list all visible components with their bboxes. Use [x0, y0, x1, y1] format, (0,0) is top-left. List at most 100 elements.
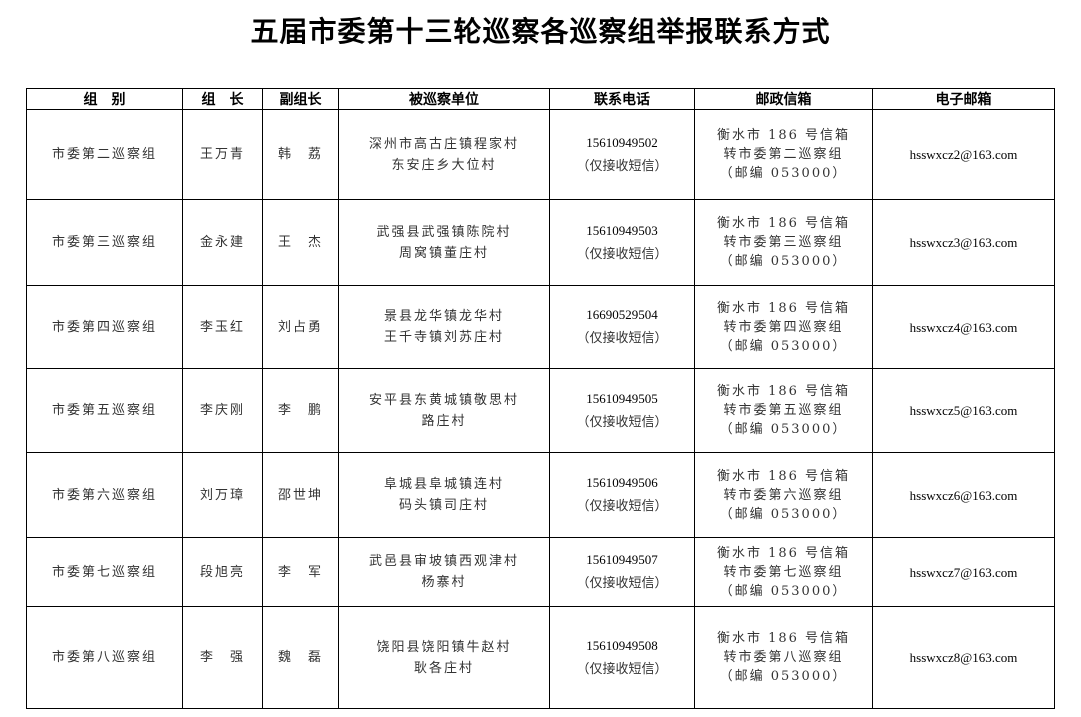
- leader-cell: 李 强: [182, 606, 263, 709]
- units-cell: 饶阳县饶阳镇牛赵村 耿各庄村: [338, 606, 550, 709]
- unit-line: 杨寨村: [421, 575, 467, 590]
- group-cell: 市委第七巡察组: [26, 537, 183, 607]
- header-mail: 邮政信箱: [694, 88, 873, 110]
- table-row: 市委第八巡察组 李 强 魏 磊 饶阳县饶阳镇牛赵村 耿各庄村 1561094950…: [26, 606, 1055, 709]
- phone-note: （仅接收短信）: [576, 246, 668, 262]
- table-row: 市委第四巡察组 李玉红 刘占勇 景县龙华镇龙华村 王千寺镇刘苏庄村 1669052…: [26, 285, 1055, 369]
- mail-line: （邮编 053000）: [719, 338, 848, 354]
- phone-note: （仅接收短信）: [576, 331, 668, 346]
- email-cell[interactable]: hsswxcz7@163.com: [872, 537, 1055, 607]
- mail-line: （邮编 053000）: [719, 254, 848, 269]
- unit-line: 武邑县审坡镇西观津村: [368, 554, 519, 569]
- mail-line: 转市委第五巡察组: [723, 403, 844, 418]
- unit-line: 安平县东黄城镇敬思村: [368, 392, 519, 408]
- deputy-cell: 魏 磊: [262, 606, 339, 709]
- page-title: 五届市委第十三轮巡察各巡察组举报联系方式: [250, 15, 831, 48]
- mail-line: 转市委第三巡察组: [723, 235, 844, 250]
- phone-cell: 15610949505 （仅接收短信）: [549, 368, 695, 453]
- mail-line: 衡水市 186 号信箱: [716, 300, 851, 316]
- mail-line: 衡水市 186 号信箱: [716, 128, 851, 143]
- header-row: 组 别 组 长 副组长 被巡察单位 联系电话 邮政信箱 电子邮箱: [26, 88, 1055, 110]
- group-cell: 市委第八巡察组: [26, 606, 183, 709]
- unit-line: 武强县武强镇陈院村: [376, 224, 512, 240]
- mail-line: 转市委第四巡察组: [723, 319, 844, 335]
- unit-line: 王千寺镇刘苏庄村: [383, 330, 504, 345]
- phone-cell: 15610949502 （仅接收短信）: [549, 109, 695, 200]
- phone-number: 15610949508: [586, 637, 658, 653]
- phone-note: （仅接收短信）: [576, 414, 668, 430]
- email-cell[interactable]: hsswxcz8@163.com: [872, 606, 1055, 709]
- mail-line: （邮编 053000）: [719, 583, 848, 599]
- unit-line: 周窝镇董庄村: [398, 245, 489, 261]
- mail-line: （邮编 053000）: [719, 166, 848, 181]
- mail-cell: 衡水市 186 号信箱 转市委第三巡察组 （邮编 053000）: [694, 199, 873, 286]
- leader-cell: 王万青: [182, 109, 263, 200]
- phone-cell: 16690529504 （仅接收短信）: [549, 285, 695, 369]
- phone-note: （仅接收短信）: [576, 576, 668, 591]
- mail-line: （邮编 053000）: [719, 422, 848, 437]
- mail-cell: 衡水市 186 号信箱 转市委第四巡察组 （邮编 053000）: [694, 285, 873, 369]
- email-cell[interactable]: hsswxcz3@163.com: [872, 199, 1055, 286]
- mail-line: 衡水市 186 号信箱: [716, 631, 851, 646]
- mail-line: 衡水市 186 号信箱: [716, 384, 851, 399]
- group-cell: 市委第三巡察组: [26, 199, 183, 286]
- phone-number: 16690529504: [586, 307, 658, 322]
- phone-cell: 15610949506 （仅接收短信）: [549, 452, 695, 538]
- unit-line: 饶阳县饶阳镇牛赵村: [376, 639, 512, 655]
- header-email: 电子邮箱: [872, 88, 1055, 110]
- header-group: 组 别: [26, 88, 183, 110]
- units-cell: 阜城县阜城镇连村 码头镇司庄村: [338, 452, 550, 538]
- email-cell[interactable]: hsswxcz2@163.com: [872, 109, 1055, 200]
- phone-note: （仅接收短信）: [576, 661, 668, 677]
- deputy-cell: 王 杰: [262, 199, 339, 286]
- phone-number: 15610949505: [586, 390, 658, 406]
- phone-cell: 15610949508 （仅接收短信）: [549, 606, 695, 709]
- phone-number: 15610949503: [586, 222, 658, 238]
- mail-line: 衡水市 186 号信箱: [716, 545, 851, 561]
- table-row: 市委第三巡察组 金永建 王 杰 武强县武强镇陈院村 周窝镇董庄村 15610949…: [26, 199, 1055, 286]
- email-cell[interactable]: hsswxcz6@163.com: [872, 452, 1055, 538]
- mail-line: 转市委第八巡察组: [723, 650, 844, 665]
- mail-cell: 衡水市 186 号信箱 转市委第二巡察组 （邮编 053000）: [694, 109, 873, 200]
- group-cell: 市委第六巡察组: [26, 452, 183, 538]
- mail-line: 转市委第六巡察组: [723, 487, 844, 503]
- mail-cell: 衡水市 186 号信箱 转市委第八巡察组 （邮编 053000）: [694, 606, 873, 709]
- unit-line: 耿各庄村: [413, 660, 474, 676]
- unit-line: 深州市高古庄镇程家村: [368, 136, 519, 152]
- leader-cell: 刘万璋: [182, 452, 263, 538]
- unit-line: 东安庄乡大位村: [391, 157, 497, 173]
- contact-table: 组 别 组 长 副组长 被巡察单位 联系电话 邮政信箱 电子邮箱 市委第二巡察组…: [26, 88, 1055, 709]
- header-units: 被巡察单位: [338, 88, 550, 110]
- mail-cell: 衡水市 186 号信箱 转市委第六巡察组 （邮编 053000）: [694, 452, 873, 538]
- mail-line: 衡水市 186 号信箱: [716, 468, 851, 484]
- phone-number: 15610949502: [586, 134, 658, 150]
- mail-line: （邮编 053000）: [719, 506, 848, 522]
- phone-cell: 15610949503 （仅接收短信）: [549, 199, 695, 286]
- header-phone: 联系电话: [549, 88, 695, 110]
- table-row: 市委第六巡察组 刘万璋 邵世坤 阜城县阜城镇连村 码头镇司庄村 156109495…: [26, 452, 1055, 538]
- mail-line: （邮编 053000）: [719, 669, 848, 684]
- leader-cell: 李玉红: [182, 285, 263, 369]
- mail-line: 衡水市 186 号信箱: [716, 216, 851, 231]
- leader-cell: 李庆刚: [182, 368, 263, 453]
- header-leader: 组 长: [182, 88, 263, 110]
- units-cell: 安平县东黄城镇敬思村 路庄村: [338, 368, 550, 453]
- unit-line: 阜城县阜城镇连村: [383, 477, 504, 492]
- unit-line: 码头镇司庄村: [398, 498, 489, 513]
- units-cell: 深州市高古庄镇程家村 东安庄乡大位村: [338, 109, 550, 200]
- units-cell: 景县龙华镇龙华村 王千寺镇刘苏庄村: [338, 285, 550, 369]
- leader-cell: 段旭亮: [182, 537, 263, 607]
- header-deputy: 副组长: [262, 88, 339, 110]
- phone-cell: 15610949507 （仅接收短信）: [549, 537, 695, 607]
- email-cell[interactable]: hsswxcz5@163.com: [872, 368, 1055, 453]
- phone-number: 15610949506: [586, 475, 658, 490]
- units-cell: 武邑县审坡镇西观津村 杨寨村: [338, 537, 550, 607]
- group-cell: 市委第四巡察组: [26, 285, 183, 369]
- mail-cell: 衡水市 186 号信箱 转市委第七巡察组 （邮编 053000）: [694, 537, 873, 607]
- deputy-cell: 韩 荔: [262, 109, 339, 200]
- mail-cell: 衡水市 186 号信箱 转市委第五巡察组 （邮编 053000）: [694, 368, 873, 453]
- leader-cell: 金永建: [182, 199, 263, 286]
- email-cell[interactable]: hsswxcz4@163.com: [872, 285, 1055, 369]
- phone-number: 15610949507: [586, 552, 658, 567]
- unit-line: 景县龙华镇龙华村: [383, 309, 504, 324]
